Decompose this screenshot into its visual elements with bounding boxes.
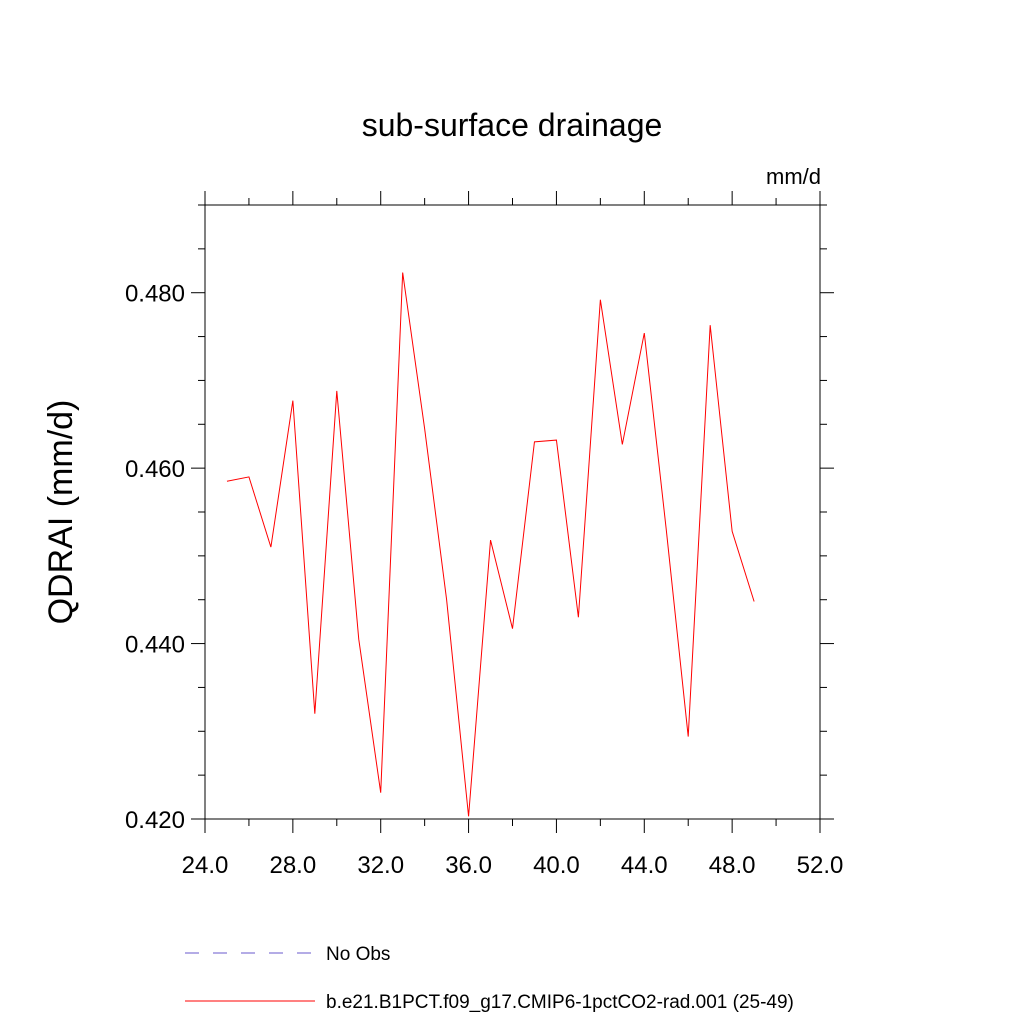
legend-label-no-obs: No Obs	[326, 944, 390, 965]
x-tick-label: 32.0	[357, 852, 404, 879]
series-line-model	[226, 272, 755, 817]
axis-tick-labels: 24.0 28.0 32.0 36.0 40.0 44.0 48.0 52.0 0.420 0.4…	[125, 281, 843, 879]
series-layer	[226, 272, 755, 817]
y-axis-label: QDRAI (mm/d)	[42, 400, 80, 625]
x-tick-label: 48.0	[709, 852, 756, 879]
chart-title: sub-surface drainage	[362, 107, 663, 143]
x-tick-label: 28.0	[269, 852, 316, 879]
y-tick-label: 0.460	[125, 456, 185, 483]
legend: No Obs b.e21.B1PCT.f09_g17.CMIP6-1pctCO2…	[185, 944, 794, 1013]
y-tick-label: 0.480	[125, 281, 185, 308]
x-tick-label: 44.0	[621, 852, 668, 879]
x-tick-label: 24.0	[182, 852, 229, 879]
x-tick-label: 52.0	[797, 852, 844, 879]
units-label: mm/d	[766, 164, 821, 189]
axis-ticks	[191, 191, 834, 833]
plot-frame	[204, 204, 821, 820]
x-tick-label: 40.0	[533, 852, 580, 879]
x-tick-label: 36.0	[445, 852, 492, 879]
y-tick-label: 0.440	[125, 632, 185, 659]
y-tick-label: 0.420	[125, 807, 185, 834]
legend-label-model: b.e21.B1PCT.f09_g17.CMIP6-1pctCO2-rad.00…	[326, 992, 794, 1013]
